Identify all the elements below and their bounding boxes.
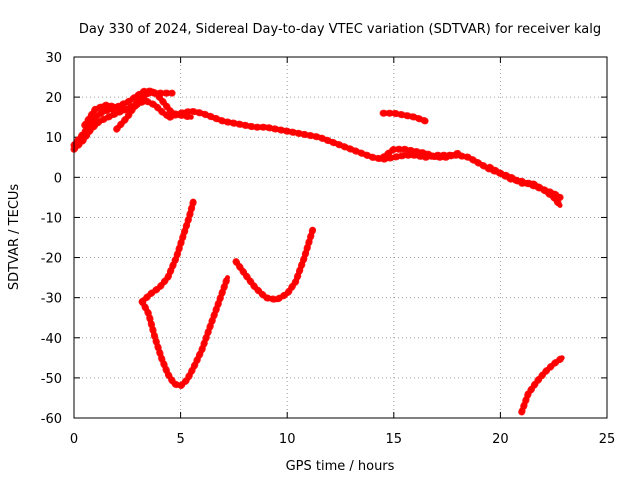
y-tick-label: 10 <box>45 131 62 146</box>
x-axis-label: GPS time / hours <box>286 459 395 474</box>
series-line-arc-10 <box>139 198 196 305</box>
y-tick-label: -30 <box>41 292 62 307</box>
x-tick-label: 15 <box>386 432 403 447</box>
y-axis-label: SDTVAR / TECUs <box>7 184 22 291</box>
y-tick-label: -50 <box>41 372 62 387</box>
series-markers-arc-4 <box>81 101 142 129</box>
y-tick-label: 30 <box>45 51 62 66</box>
plot-frame <box>73 56 608 419</box>
x-tick-label: 5 <box>176 432 184 447</box>
y-tick-label: -40 <box>41 332 62 347</box>
series-markers-arc-9 <box>138 274 231 390</box>
series-markers-arc-8 <box>379 109 430 125</box>
x-tick-label: 0 <box>70 432 78 447</box>
x-tick-label: 10 <box>279 432 296 447</box>
y-tick-labels: -60 -50 -40 -30 -20 -10 0 10 20 30 <box>41 51 62 427</box>
y-tick-label: -10 <box>41 211 62 226</box>
grid <box>74 57 607 418</box>
series-markers-arc-12 <box>518 354 566 416</box>
data-series <box>70 87 566 416</box>
x-tick-labels: 0 5 10 15 20 25 <box>70 432 615 447</box>
x-tick-label: 20 <box>492 432 509 447</box>
series-markers-arc-5 <box>166 107 564 201</box>
y-tick-label: -60 <box>41 412 62 427</box>
x-tick-label: 25 <box>599 432 616 447</box>
y-tick-label: 20 <box>45 91 62 106</box>
series-markers-arc-6 <box>379 145 462 161</box>
chart-title: Day 330 of 2024, Sidereal Day-to-day VTE… <box>79 22 601 37</box>
series-markers-arc-10 <box>138 197 197 306</box>
y-tick-label: -20 <box>41 252 62 267</box>
series-markers-arc-11 <box>232 226 317 304</box>
y-tick-label: 0 <box>54 171 62 186</box>
axis-ticks <box>73 56 608 419</box>
series-markers-arc-1 <box>70 87 195 149</box>
series-markers-arc-3 <box>113 89 176 133</box>
series-markers-arc-7 <box>486 163 564 209</box>
